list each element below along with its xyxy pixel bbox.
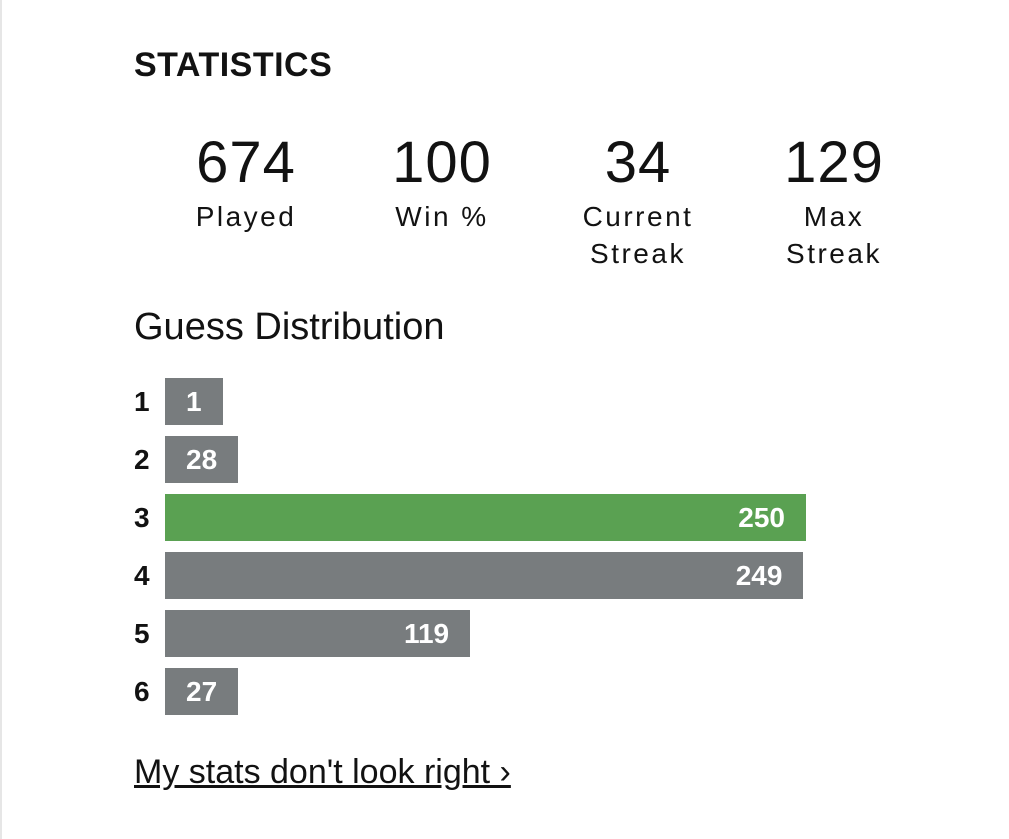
distribution-row: 6 27	[134, 668, 806, 715]
bar-track: 119	[165, 610, 806, 657]
distribution-row: 2 28	[134, 436, 806, 483]
stat: 34 Current Streak	[540, 128, 736, 272]
bar-track: 27	[165, 668, 806, 715]
guess-number: 1	[134, 385, 150, 417]
stats: 674 Played 100 Win % 34 Current Streak 129 Max …	[148, 128, 932, 272]
stat-label: Max Streak	[786, 201, 882, 269]
distribution-row: 3 250	[134, 494, 806, 541]
bar-track: 249	[165, 552, 806, 599]
guess-number: 4	[134, 559, 150, 591]
distribution-title: Guess Distribution	[134, 306, 445, 348]
distribution-row: 4 249	[134, 552, 806, 599]
stat: 674 Played	[148, 128, 344, 272]
title: STATISTICS	[134, 46, 333, 84]
bar-track: 1	[165, 378, 806, 425]
guess-number: 6	[134, 675, 150, 707]
stats-help-link[interactable]: My stats don't look right ›	[134, 753, 511, 791]
stat-label: Current Streak	[582, 201, 694, 269]
bar: 27	[165, 668, 239, 715]
panel-edge	[0, 0, 2, 839]
guess-number: 2	[134, 443, 150, 475]
guess-number: 3	[134, 501, 150, 533]
stat-value: 34	[604, 130, 672, 195]
stat-label: Win %	[395, 201, 489, 232]
stat: 100 Win %	[344, 128, 540, 272]
bar-track: 28	[165, 436, 806, 483]
bar: 1	[165, 378, 223, 425]
stat: 129 Max Streak	[736, 128, 932, 272]
bar: 250	[165, 494, 806, 541]
distribution: 1 1 2 28 3 250 4 249 5 119 6 27	[134, 378, 806, 726]
stat-value: 100	[392, 130, 492, 195]
distribution-row: 5 119	[134, 610, 806, 657]
bar: 249	[165, 552, 804, 599]
guess-number: 5	[134, 617, 150, 649]
bar-track: 250	[165, 494, 806, 541]
stat-value: 129	[784, 130, 884, 195]
stat-label: Played	[195, 201, 297, 232]
bar: 28	[165, 436, 239, 483]
bar: 119	[165, 610, 471, 657]
stat-value: 674	[196, 130, 296, 195]
